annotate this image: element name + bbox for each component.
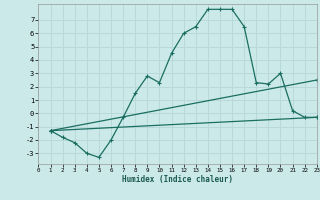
X-axis label: Humidex (Indice chaleur): Humidex (Indice chaleur) [122, 175, 233, 184]
